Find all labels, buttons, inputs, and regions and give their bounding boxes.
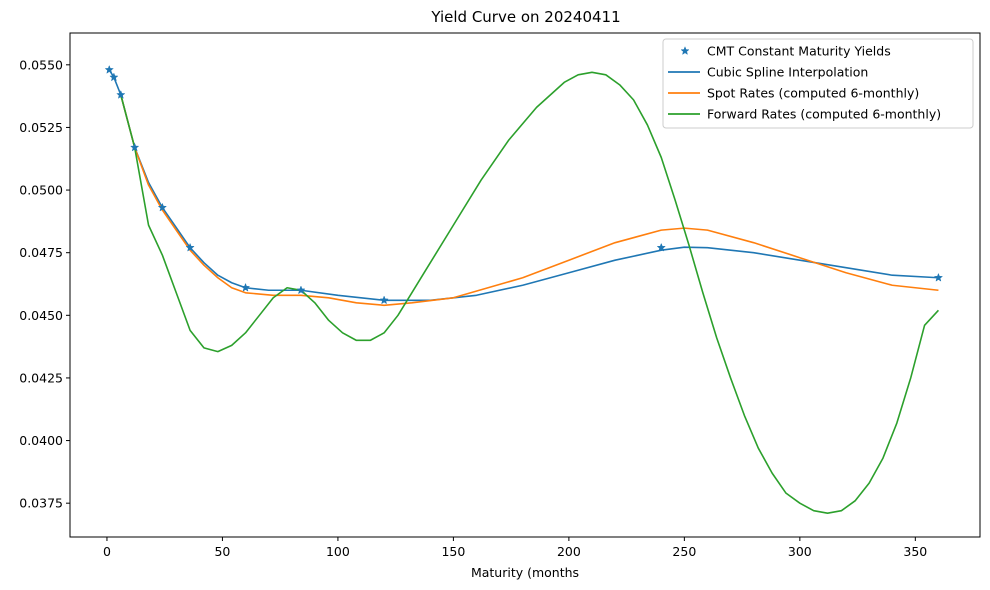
x-tick-label: 100 xyxy=(326,544,350,559)
x-tick-label: 0 xyxy=(103,544,111,559)
y-tick-label: 0.0550 xyxy=(19,57,63,72)
data-point xyxy=(185,242,195,252)
y-tick-label: 0.0500 xyxy=(19,183,63,198)
legend-label: CMT Constant Maturity Yields xyxy=(707,44,891,59)
x-axis: 0 50 100 150 200 250 300 350 xyxy=(103,537,927,559)
y-axis: 0.0375 0.0400 0.0425 0.0450 0.0475 0.0500 0.05… xyxy=(19,57,70,511)
series-line-3 xyxy=(120,71,940,515)
x-tick-label: 250 xyxy=(672,544,696,559)
x-tick-label: 300 xyxy=(788,544,812,559)
data-point xyxy=(379,295,389,305)
x-tick-label: 350 xyxy=(903,544,927,559)
y-tick-label: 0.0475 xyxy=(19,245,63,260)
data-point xyxy=(296,285,306,295)
data-point xyxy=(240,282,251,292)
data-point xyxy=(656,242,666,252)
x-tick-label: 150 xyxy=(441,544,465,559)
legend-label: Spot Rates (computed 6-monthly) xyxy=(707,86,919,101)
x-axis-label: Maturity (months xyxy=(471,565,579,580)
data-point xyxy=(157,202,168,212)
x-tick-label: 50 xyxy=(214,544,230,559)
series-line-2 xyxy=(120,94,939,307)
chart-title: Yield Curve on 20240411 xyxy=(430,8,620,26)
legend-label: Cubic Spline Interpolation xyxy=(707,65,868,80)
legend-marker xyxy=(680,46,690,55)
series-layer xyxy=(104,64,944,515)
legend-box xyxy=(662,38,974,129)
data-point xyxy=(104,64,114,74)
y-tick-label: 0.0425 xyxy=(19,370,63,385)
plot-frame xyxy=(69,32,981,538)
y-tick-label: 0.0525 xyxy=(19,120,63,135)
data-point xyxy=(116,89,126,99)
x-tick-label: 200 xyxy=(557,544,581,559)
data-point xyxy=(933,272,944,282)
y-tick-label: 0.0450 xyxy=(19,308,63,323)
data-point xyxy=(109,72,119,82)
y-tick-label: 0.0375 xyxy=(19,496,63,511)
data-point xyxy=(130,142,140,152)
legend: CMT Constant Maturity Yields Cubic Spline… xyxy=(662,38,974,129)
legend-label: Forward Rates (computed 6-monthly) xyxy=(707,107,941,122)
y-tick-label: 0.0400 xyxy=(19,433,63,448)
